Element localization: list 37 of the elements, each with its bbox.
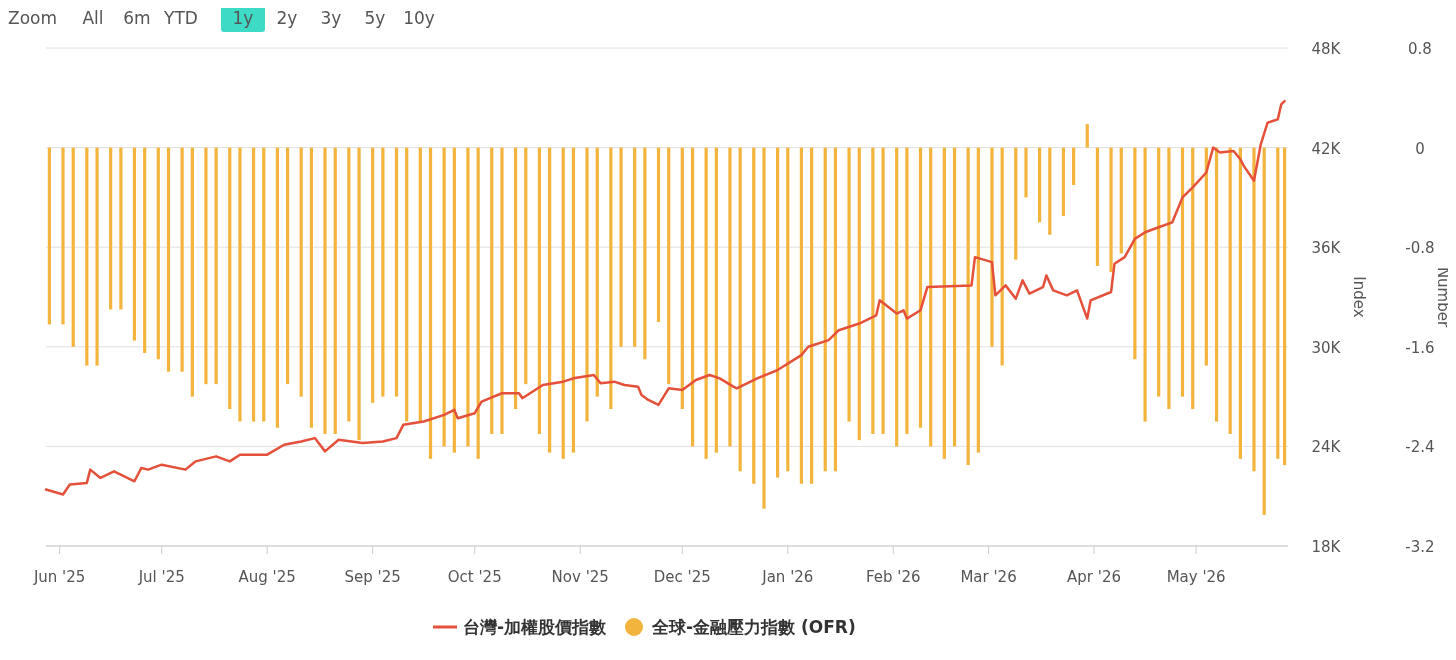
text: 2y xyxy=(276,8,298,28)
x-tick-label: Apr '26 xyxy=(1067,568,1122,586)
y-tick-label: 48K xyxy=(1311,40,1342,58)
x-tick-label: Sep '25 xyxy=(344,568,401,586)
legend-label: 台灣-加權股價指數 xyxy=(463,617,608,637)
text: All xyxy=(82,8,104,28)
x-tick-label: Dec '25 xyxy=(653,568,711,586)
x-tick-label: Nov '25 xyxy=(551,568,609,586)
y-axis-title: Index xyxy=(1350,276,1368,318)
x-tick-label: Jan '26 xyxy=(761,568,814,586)
y-tick-label: 18K xyxy=(1311,538,1342,556)
y-tick-label: 30K xyxy=(1311,338,1342,357)
y2-tick-label: 0.8 xyxy=(1408,40,1432,58)
x-tick-label: Aug '25 xyxy=(238,568,296,586)
y-tick-label: 42K xyxy=(1311,139,1342,158)
x-tick-label: Feb '26 xyxy=(866,568,921,586)
line-series xyxy=(44,99,1286,496)
x-tick-label: Mar '26 xyxy=(960,568,1017,586)
x-tick-label: Jun '25 xyxy=(32,568,86,586)
text: 3y xyxy=(320,8,342,28)
y-tick-label: 24K xyxy=(1311,438,1342,457)
y2-tick-label: -2.4 xyxy=(1405,438,1435,457)
x-tick-label: May '26 xyxy=(1166,568,1226,586)
x-tick-label: Jul '25 xyxy=(137,568,185,586)
x-tick-label: Oct '25 xyxy=(447,568,502,586)
text: 6m xyxy=(123,8,151,28)
text: 10y xyxy=(403,8,435,28)
y-tick-label: 36K xyxy=(1311,239,1342,258)
y2-tick-label: 0 xyxy=(1415,139,1425,158)
legend-label: 全球-金融壓力指數 (OFR) xyxy=(651,617,856,637)
text: 1y xyxy=(232,8,254,28)
text: YTD xyxy=(163,8,198,28)
y2-tick-label: -1.6 xyxy=(1405,338,1435,357)
text: 5y xyxy=(364,8,386,28)
text: Zoom xyxy=(8,8,58,28)
y2-tick-label: -3.2 xyxy=(1405,538,1435,556)
y2-tick-label: -0.8 xyxy=(1405,239,1435,258)
